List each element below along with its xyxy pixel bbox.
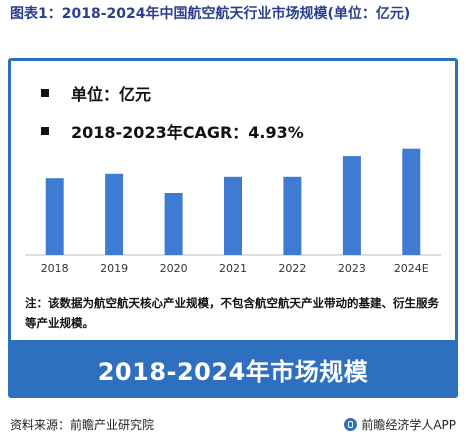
bar-chart: 2018 2019 2020 2021 2022 2023 2024E — [25, 148, 441, 275]
bullet-square-icon — [41, 89, 49, 97]
x-tick-label: 2022 — [278, 262, 306, 275]
footer: 资料来源：前瞻产业研究院 前瞻经济学人APP — [0, 416, 466, 436]
bar-2018 — [45, 178, 64, 255]
bar-2019 — [105, 173, 124, 255]
bar-2022 — [283, 176, 302, 255]
cagr-label: 2018-2023年CAGR：4.93% — [71, 123, 304, 142]
x-tick-label: 2020 — [160, 262, 188, 275]
unit-label: 单位：亿元 — [71, 85, 152, 104]
x-tick-label: 2018 — [41, 262, 69, 275]
cagr-legend-row: 2018-2023年CAGR：4.93% — [41, 119, 304, 143]
brand-text: 前瞻经济学人APP — [361, 418, 456, 432]
x-tick-label: 2021 — [219, 262, 247, 275]
unit-legend-row: 单位：亿元 — [41, 81, 151, 105]
bar-2023 — [342, 156, 361, 255]
bar-2024E — [402, 148, 421, 255]
bar-2021 — [224, 176, 242, 255]
bullet-square-icon — [41, 127, 49, 135]
brand[interactable]: 前瞻经济学人APP — [344, 416, 456, 433]
source-text: 资料来源：前瞻产业研究院 — [10, 418, 155, 432]
figure-title: 图表1：2018-2024年中国航空航天行业市场规模(单位：亿元) — [10, 6, 411, 22]
chart-panel: 单位：亿元 2018-2023年CAGR：4.93% 2018 2019 2020 2… — [8, 58, 458, 398]
banner-title: 2018-2024年市场规模 — [97, 357, 369, 386]
brand-logo-icon — [344, 418, 358, 431]
chart-note: 注：该数据为航空航天核心产业规模，不包含航空航天产业带动的基建、衍生服务等产业规… — [25, 296, 439, 330]
bar-2020 — [164, 193, 183, 255]
x-tick-label: 2024E — [394, 262, 429, 275]
x-tick-label: 2019 — [100, 262, 128, 275]
x-tick-label: 2023 — [338, 262, 366, 275]
chart-area: 单位：亿元 2018-2023年CAGR：4.93% 2018 2019 2020 2… — [11, 61, 455, 340]
